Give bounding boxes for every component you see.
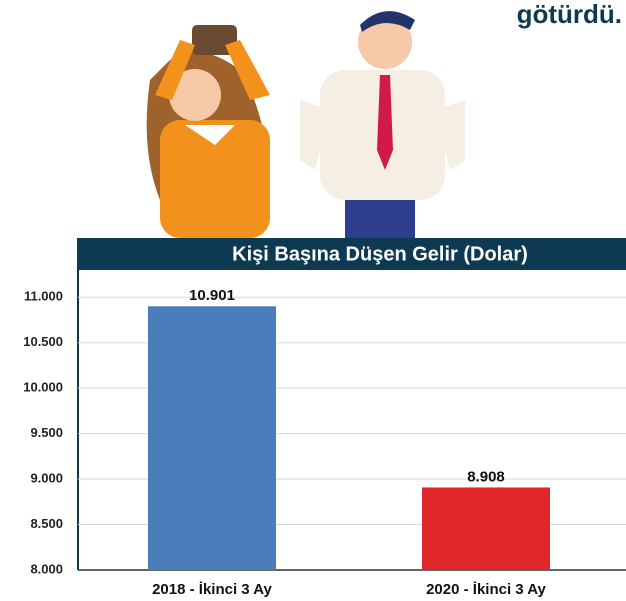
brand: götürdü. [517, 0, 622, 29]
y-tick-label: 11.000 [24, 289, 63, 304]
y-tick-label: 8.000 [30, 561, 63, 576]
title-bar [78, 238, 626, 270]
bar [422, 487, 550, 570]
x-tick-label: 2018 - İkinci 3 Ay [152, 581, 272, 598]
illustration [146, 11, 465, 240]
value-label: 10.901 [189, 287, 235, 304]
y-tick-label: 8.500 [30, 516, 63, 531]
y-tick-label: 9.000 [30, 471, 63, 486]
y-tick-label: 10.500 [23, 334, 63, 349]
y-tick-label: 9.500 [30, 425, 63, 440]
chart-title: Kişi Başına Düşen Gelir (Dolar) [232, 243, 528, 265]
value-label: 8.908 [467, 468, 505, 485]
y-tick-label: 10.000 [23, 380, 63, 395]
x-tick-label: 2020 - İkinci 3 Ay [426, 581, 546, 598]
bar [148, 306, 276, 570]
